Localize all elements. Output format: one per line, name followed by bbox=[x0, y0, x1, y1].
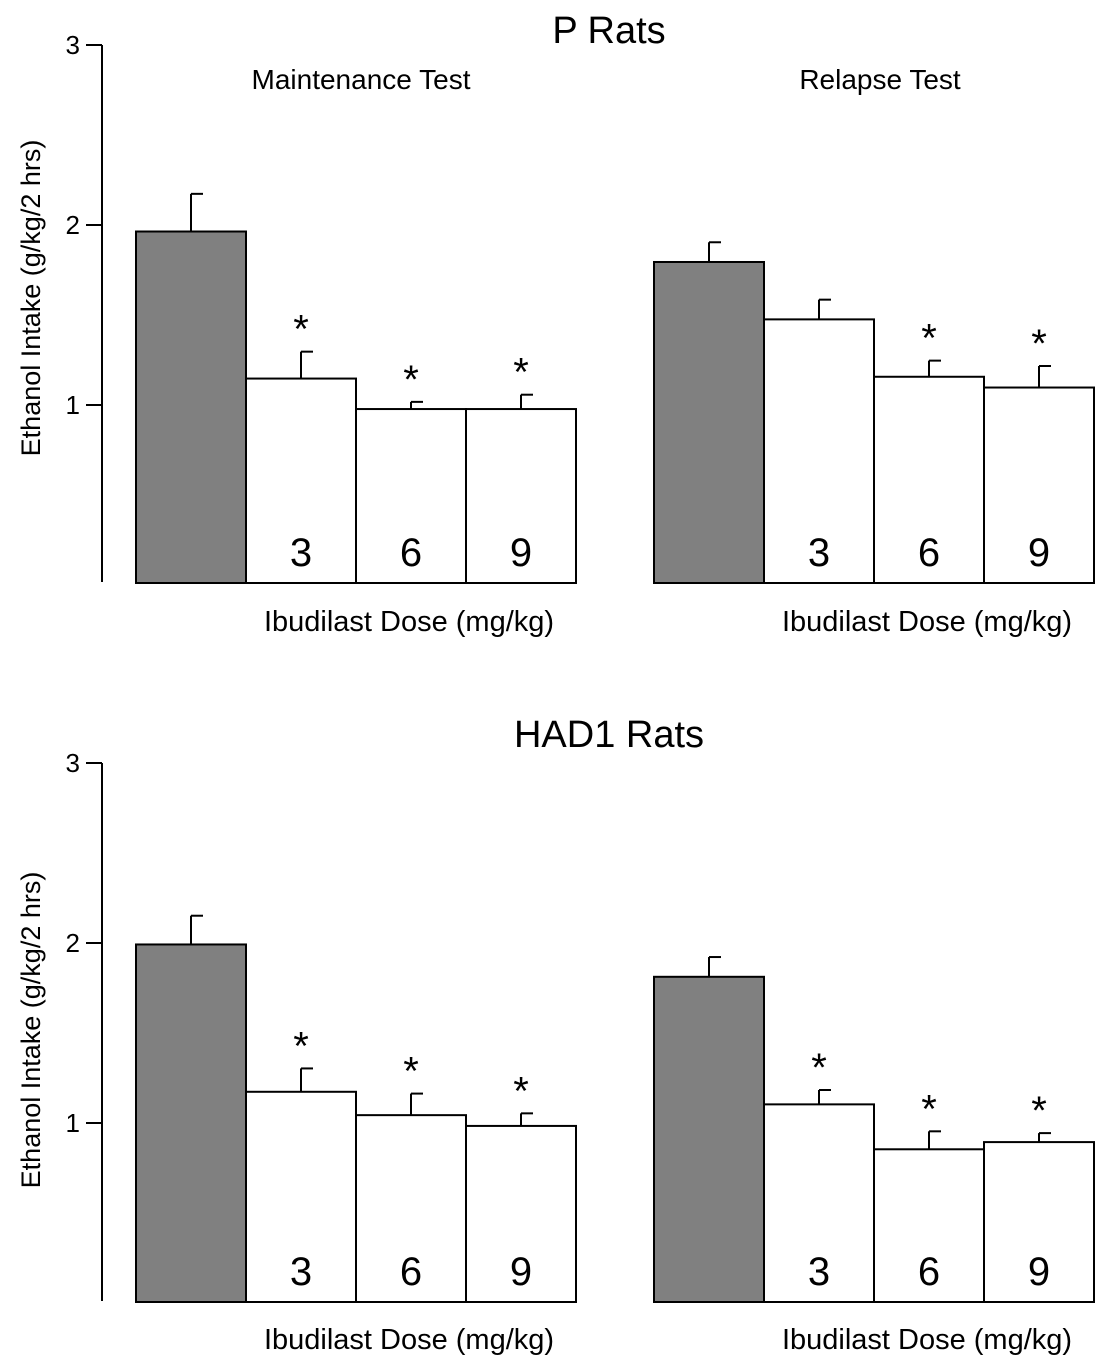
bar-category-label: 3 bbox=[290, 1250, 312, 1294]
bar-category-label: 9 bbox=[510, 1250, 532, 1294]
x-axis-label-p-maintenance: Ibudilast Dose (mg/kg) bbox=[264, 606, 554, 638]
bar-category-label: 6 bbox=[918, 531, 940, 575]
significance-marker: * bbox=[921, 1087, 937, 1131]
bar-dose-9 bbox=[465, 1124, 577, 1303]
bar-category-label: 6 bbox=[400, 1250, 422, 1294]
bar-control bbox=[135, 943, 247, 1303]
y-axis-label-p-rats: Ethanol Intake (g/kg/2 hrs) bbox=[16, 140, 46, 457]
bar-category-label: 6 bbox=[918, 1250, 940, 1294]
panel-had1-rats-maintenance: 3 * 6 * 9 * bbox=[135, 914, 577, 1304]
bar-dose-6 bbox=[355, 1114, 467, 1303]
bar-control bbox=[135, 230, 247, 585]
y-axis-label-had1-rats: Ethanol Intake (g/kg/2 hrs) bbox=[16, 872, 46, 1189]
bar-category-label: 3 bbox=[808, 1250, 830, 1294]
significance-marker: * bbox=[811, 1046, 827, 1090]
bar-category-label: 6 bbox=[400, 531, 422, 575]
bar-dose-6 bbox=[873, 1148, 985, 1303]
bar-category-label: 9 bbox=[1028, 1250, 1050, 1294]
significance-marker: * bbox=[921, 317, 937, 361]
significance-marker: * bbox=[293, 308, 309, 352]
bar-category-label: 9 bbox=[1028, 531, 1050, 575]
y-tick-label-2: 2 bbox=[66, 210, 80, 240]
y-tick-label-1: 1 bbox=[66, 390, 80, 420]
x-axis-label-had1-relapse: Ibudilast Dose (mg/kg) bbox=[782, 1324, 1072, 1356]
significance-marker: * bbox=[513, 351, 529, 395]
y-axis-had1-rats: 1 2 3 bbox=[66, 748, 103, 1301]
x-axis-label-p-relapse: Ibudilast Dose (mg/kg) bbox=[782, 606, 1072, 638]
bar-dose-9 bbox=[983, 386, 1095, 584]
panel-title-relapse: Relapse Test bbox=[799, 64, 961, 95]
bar-control bbox=[653, 975, 765, 1303]
significance-marker: * bbox=[293, 1024, 309, 1068]
significance-marker: * bbox=[513, 1069, 529, 1113]
y-tick-label-1: 1 bbox=[66, 1108, 80, 1138]
section-title-had1-rats: HAD1 Rats bbox=[514, 714, 704, 756]
bar-dose-3 bbox=[245, 1090, 357, 1304]
significance-marker: * bbox=[1031, 1089, 1047, 1133]
y-axis-p-rats: 1 2 3 bbox=[66, 30, 103, 582]
panel-title-maintenance: Maintenance Test bbox=[252, 64, 471, 95]
bar-dose-3 bbox=[763, 318, 875, 584]
x-axis-label-had1-maintenance: Ibudilast Dose (mg/kg) bbox=[264, 1324, 554, 1356]
panel-had1-rats-relapse: 3 * 6 * 9 * bbox=[653, 956, 1095, 1304]
bar-control bbox=[653, 260, 765, 584]
panel-p-rats-maintenance: 3 * 6 * 9 * bbox=[135, 192, 577, 585]
y-tick-label-3: 3 bbox=[66, 748, 80, 778]
y-tick-label-2: 2 bbox=[66, 928, 80, 958]
significance-marker: * bbox=[1031, 322, 1047, 366]
bar-dose-9 bbox=[465, 408, 577, 584]
significance-marker: * bbox=[403, 1050, 419, 1094]
section-title-p-rats: P Rats bbox=[552, 10, 665, 52]
bar-category-label: 9 bbox=[510, 531, 532, 575]
significance-marker: * bbox=[403, 358, 419, 402]
y-tick-label-3: 3 bbox=[66, 30, 80, 60]
panel-p-rats-relapse: 3 6 * 9 * bbox=[653, 241, 1095, 584]
bar-dose-9 bbox=[983, 1141, 1095, 1304]
bar-category-label: 3 bbox=[808, 531, 830, 575]
bar-category-label: 3 bbox=[290, 531, 312, 575]
